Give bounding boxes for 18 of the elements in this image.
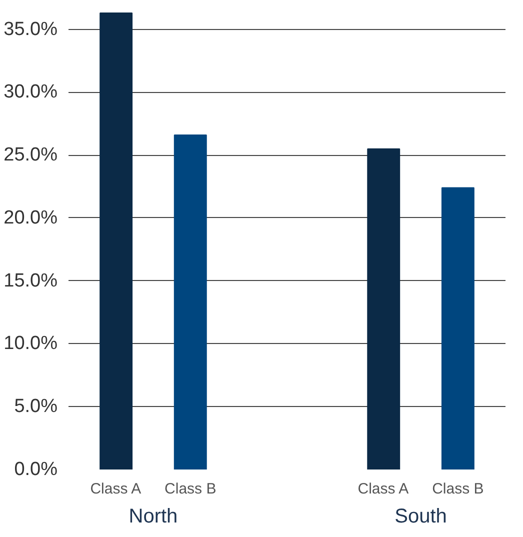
y-tick-label: 20.0% xyxy=(4,207,58,228)
y-tick-label: 10.0% xyxy=(4,333,58,354)
y-tick-label: 35.0% xyxy=(4,18,58,40)
bar xyxy=(100,12,133,470)
y-tick-label: 5.0% xyxy=(14,396,58,418)
y-tick-label: 15.0% xyxy=(4,270,58,292)
bar xyxy=(367,148,400,470)
series-label: Class A xyxy=(358,480,409,498)
x-tick-label: North xyxy=(128,506,178,528)
bar xyxy=(441,187,474,470)
y-tick-label: 25.0% xyxy=(4,144,58,166)
bar xyxy=(174,134,207,470)
x-tick-label: South xyxy=(394,506,447,528)
series-label: Class B xyxy=(432,480,484,498)
text: Class B xyxy=(164,480,216,498)
y-tick-label: 30.0% xyxy=(4,82,58,103)
text: Class A xyxy=(90,480,142,498)
y-tick-label: 0.0% xyxy=(14,459,58,480)
